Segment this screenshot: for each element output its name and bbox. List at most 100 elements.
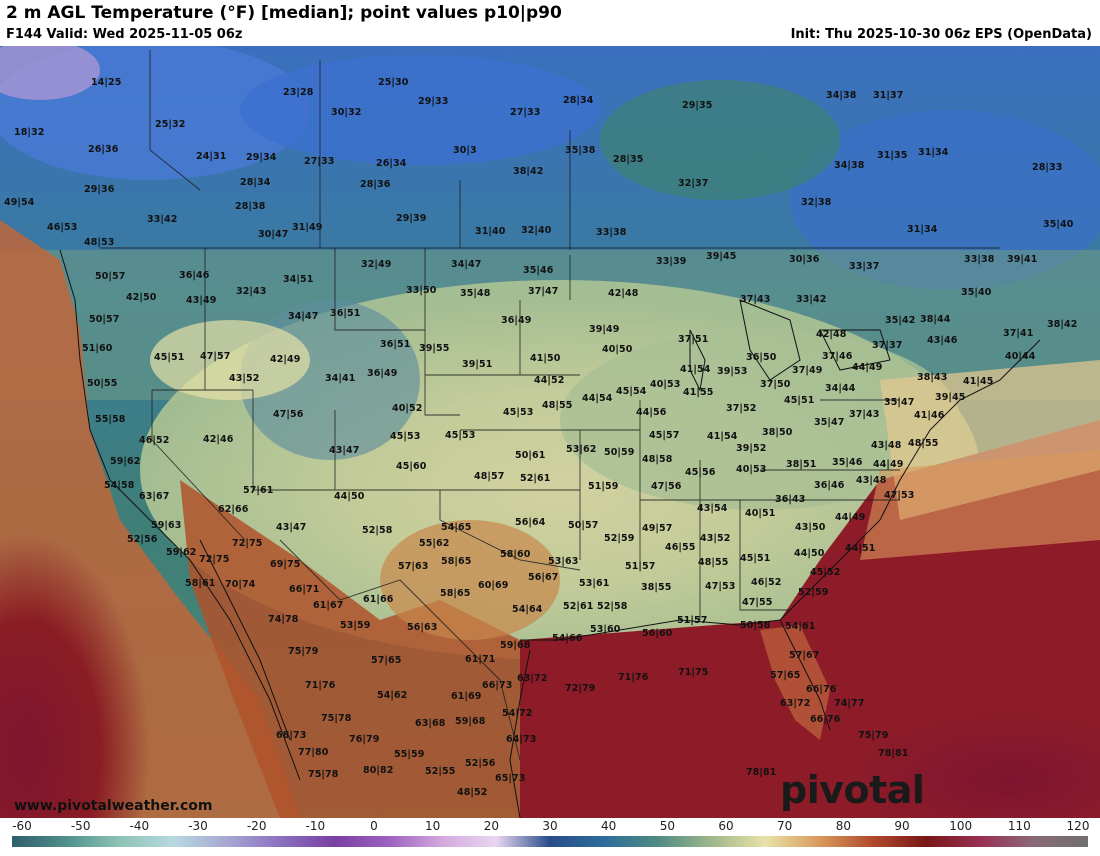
point-value: 52|58 xyxy=(597,601,628,612)
point-value: 37|37 xyxy=(872,340,903,351)
point-value: 40|44 xyxy=(1005,351,1036,362)
point-value: 41|54 xyxy=(680,364,711,375)
point-value: 57|63 xyxy=(398,561,429,572)
map-title: 2 m AGL Temperature (°F) [median]; point… xyxy=(6,3,562,23)
point-value: 66|76 xyxy=(810,714,841,725)
point-value: 52|55 xyxy=(425,766,456,777)
point-value: 39|52 xyxy=(736,443,767,454)
point-value: 45|60 xyxy=(396,461,427,472)
point-value: 52|59 xyxy=(798,587,829,598)
point-value: 54|65 xyxy=(441,522,472,533)
point-value: 40|52 xyxy=(392,403,423,414)
point-value: 45|52 xyxy=(810,567,841,578)
point-value: 42|48 xyxy=(816,329,847,340)
point-value: 72|75 xyxy=(232,538,263,549)
valid-time: F144 Valid: Wed 2025-11-05 06z xyxy=(6,27,243,42)
point-value: 74|78 xyxy=(268,614,299,625)
point-value: 48|57 xyxy=(474,471,505,482)
point-value: 58|65 xyxy=(441,556,472,567)
point-value: 36|50 xyxy=(746,352,777,363)
point-value: 30|32 xyxy=(331,107,362,118)
point-value: 76|79 xyxy=(349,734,380,745)
point-value: 35|47 xyxy=(884,397,915,408)
point-value: 39|41 xyxy=(1007,254,1038,265)
colorbar-tick: 70 xyxy=(777,819,793,833)
point-value: 37|47 xyxy=(528,286,559,297)
point-value: 32|37 xyxy=(678,178,709,189)
point-value: 57|65 xyxy=(371,655,402,666)
point-value: 31|34 xyxy=(907,224,938,235)
point-value: 43|54 xyxy=(697,503,728,514)
colorbar-tick: 80 xyxy=(835,819,851,833)
point-value: 34|38 xyxy=(834,160,865,171)
point-value: 27|33 xyxy=(304,156,335,167)
map-header: 2 m AGL Temperature (°F) [median]; point… xyxy=(0,0,1100,46)
point-value: 37|43 xyxy=(740,294,771,305)
point-value: 44|52 xyxy=(534,375,565,386)
point-value: 36|46 xyxy=(814,480,845,491)
colorbar-tick: 40 xyxy=(601,819,617,833)
point-value: 50|61 xyxy=(515,450,546,461)
point-value: 45|57 xyxy=(649,430,680,441)
point-value: 40|51 xyxy=(745,508,776,519)
point-value: 43|46 xyxy=(927,335,958,346)
colorbar: -60 -50 -40 -30 -20 -10 0 10 20 30 40 50 60 70 80 90 100… xyxy=(0,818,1100,850)
point-value: 33|39 xyxy=(656,256,687,267)
point-value: 39|49 xyxy=(589,324,620,335)
point-value: 37|46 xyxy=(822,351,853,362)
point-value: 55|59 xyxy=(394,749,425,760)
point-value: 25|30 xyxy=(378,77,409,88)
point-value: 71|76 xyxy=(618,672,649,683)
point-value: 29|39 xyxy=(396,213,427,224)
point-value: 75|79 xyxy=(288,646,319,657)
point-value: 41|55 xyxy=(683,387,714,398)
point-value: 52|58 xyxy=(362,525,393,536)
point-value: 33|38 xyxy=(596,227,627,238)
point-value: 49|54 xyxy=(4,197,35,208)
point-value: 53|59 xyxy=(340,620,371,631)
point-value: 43|47 xyxy=(276,522,307,533)
point-value: 45|51 xyxy=(154,352,185,363)
point-value: 23|28 xyxy=(283,87,314,98)
point-value: 58|65 xyxy=(440,588,471,599)
point-value: 50|55 xyxy=(87,378,118,389)
point-value: 24|31 xyxy=(196,151,227,162)
point-value: 43|47 xyxy=(329,445,360,456)
point-value: 28|36 xyxy=(360,179,391,190)
point-value: 33|50 xyxy=(406,285,437,296)
point-value: 28|34 xyxy=(240,177,271,188)
point-value: 45|56 xyxy=(685,467,716,478)
point-value: 46|55 xyxy=(665,542,696,553)
point-value: 30|47 xyxy=(258,229,289,240)
point-value: 45|51 xyxy=(784,395,815,406)
point-value: 59|62 xyxy=(110,456,141,467)
point-value: 38|44 xyxy=(920,314,951,325)
point-value: 53|63 xyxy=(548,556,579,567)
point-value: 51|59 xyxy=(588,481,619,492)
point-value: 61|67 xyxy=(313,600,344,611)
point-value: 63|67 xyxy=(139,491,170,502)
point-value: 31|40 xyxy=(475,226,506,237)
point-value: 35|42 xyxy=(885,315,916,326)
colorbar-tick: 0 xyxy=(370,819,378,833)
point-value: 42|50 xyxy=(126,292,157,303)
point-value: 48|52 xyxy=(457,787,488,798)
point-value: 40|50 xyxy=(602,344,633,355)
colorbar-tick: 120 xyxy=(1066,819,1090,833)
point-value: 35|46 xyxy=(832,457,863,468)
colorbar-tick: 10 xyxy=(425,819,441,833)
point-value: 80|82 xyxy=(363,765,394,776)
point-value: 38|50 xyxy=(762,427,793,438)
point-value: 32|43 xyxy=(236,286,267,297)
temperature-map[interactable]: 14|25 18|32 26|36 25|32 24|31 29|34 23|28 30|32… xyxy=(0,46,1100,818)
point-value: 43|52 xyxy=(700,533,731,544)
point-value: 55|62 xyxy=(419,538,450,549)
point-value: 56|67 xyxy=(528,572,559,583)
point-value: 44|50 xyxy=(334,491,365,502)
point-value: 57|67 xyxy=(789,650,820,661)
point-value: 56|63 xyxy=(407,622,438,633)
point-value: 35|40 xyxy=(1043,219,1074,230)
point-value: 44|54 xyxy=(582,393,613,404)
point-value: 18|32 xyxy=(14,127,45,138)
point-value: 43|48 xyxy=(856,475,887,486)
